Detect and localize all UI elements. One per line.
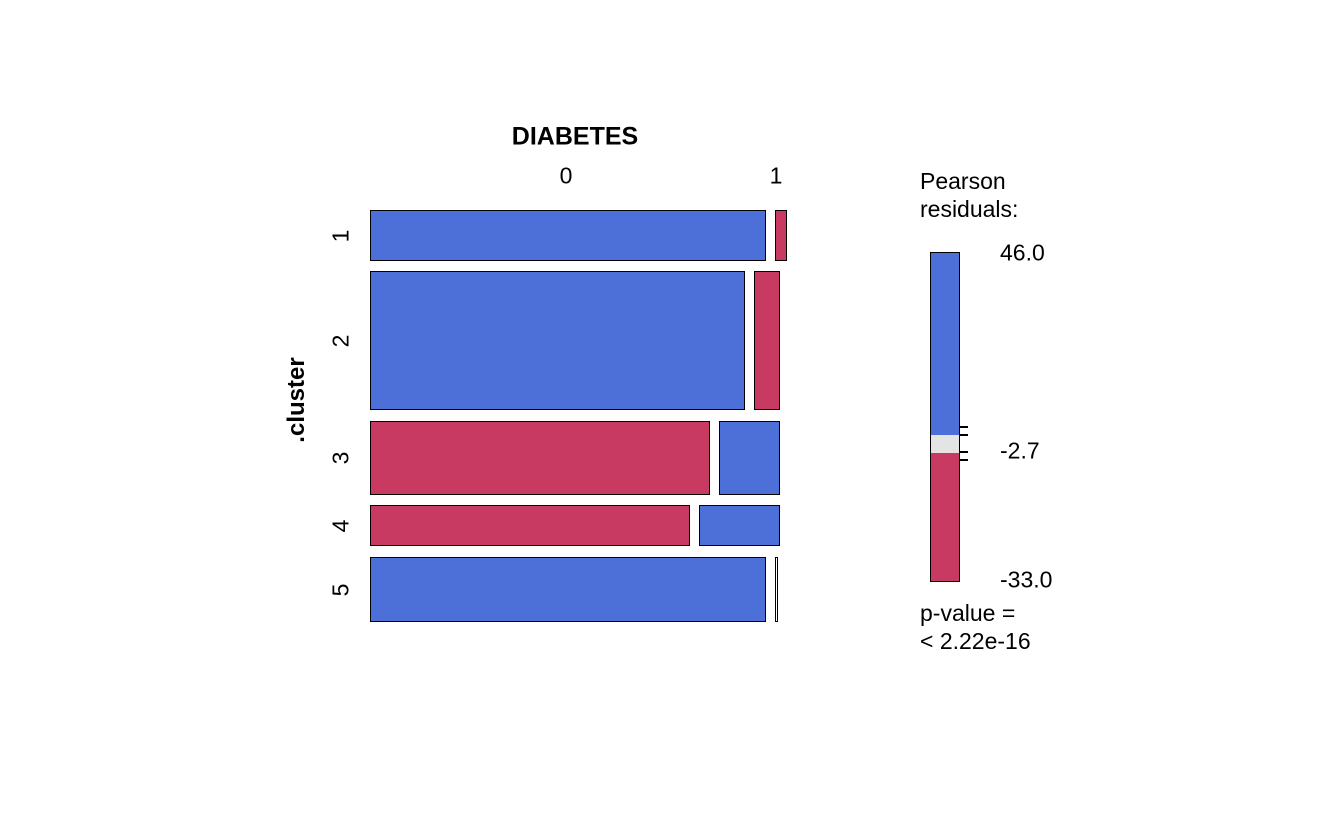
y-category-label-1: 1 [327, 229, 354, 242]
mosaic-tile-cluster3-diabetes1 [719, 421, 780, 495]
residual-scale-value-1: -2.7 [1000, 437, 1040, 464]
y-category-label-4: 4 [327, 519, 354, 532]
mosaic-tile-cluster3-diabetes0 [370, 421, 710, 495]
mosaic-tile-cluster4-diabetes1 [699, 505, 780, 546]
p-value-line-2: < 2.22e-16 [920, 628, 1031, 654]
mosaic-tile-cluster2-diabetes1 [754, 271, 780, 410]
residual-scale-value-2: -33.0 [1000, 566, 1053, 593]
residual-scale-bar [930, 252, 960, 582]
x-category-label-1: 1 [769, 162, 783, 189]
y-axis-title: .cluster [283, 357, 310, 443]
p-value-line-1: p-value = [920, 600, 1016, 626]
mosaic-tile-cluster1-diabetes0 [370, 210, 766, 261]
mosaic-tile-cluster5-diabetes0 [370, 557, 766, 622]
residual-scale-tick [959, 426, 968, 428]
mosaic-tile-cluster2-diabetes0 [370, 271, 745, 410]
legend-title-line-2: residuals: [920, 196, 1019, 222]
residual-scale-segment-neutral [931, 435, 959, 453]
y-category-label-2: 2 [327, 334, 354, 347]
chart-title: DIABETES [511, 122, 639, 151]
mosaic-tile-cluster5-diabetes1 [775, 557, 778, 622]
residual-scale-tick [959, 434, 968, 436]
x-category-label-0: 0 [559, 162, 573, 189]
residual-scale-tick [959, 451, 968, 453]
y-category-label-5: 5 [327, 583, 354, 596]
mosaic-tile-cluster4-diabetes0 [370, 505, 690, 546]
residual-scale-segment-red [931, 453, 959, 581]
residual-scale-segment-blue [931, 253, 959, 435]
legend-title-line-1: Pearson [920, 168, 1006, 194]
residual-scale-tick [959, 459, 968, 461]
residual-scale-value-0: 46.0 [1000, 239, 1045, 266]
mosaic-tile-cluster1-diabetes1 [775, 210, 787, 261]
y-category-label-3: 3 [327, 451, 354, 465]
